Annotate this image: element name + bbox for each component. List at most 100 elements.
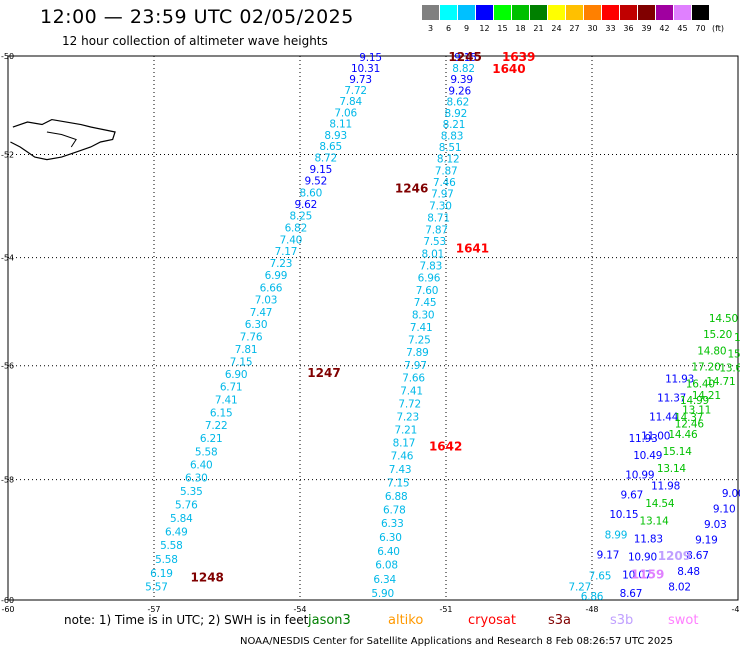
wave-height-point: 6.71	[220, 382, 243, 394]
wave-height-point: 8.17	[393, 438, 416, 450]
colorbar-swatch	[440, 5, 457, 20]
colorbar-label: 9	[463, 24, 470, 33]
map-subtitle: 12 hour collection of altimeter wave hei…	[62, 34, 328, 48]
colorbar-label: 39	[641, 24, 652, 33]
colorbar-label: 30	[587, 24, 598, 33]
colorbar-label: 3	[427, 24, 434, 33]
wave-height-point: 7.17	[275, 246, 298, 258]
wave-height-point: 6.33	[381, 518, 404, 530]
wave-height-point: 6.21	[200, 433, 223, 445]
wave-height-point: 11.00	[641, 431, 670, 443]
wave-height-point: 8.02	[668, 582, 691, 594]
wave-height-point: 7.60	[416, 285, 439, 297]
wave-height-point: 7.81	[235, 344, 258, 356]
wave-height-point: 6.15	[210, 407, 233, 419]
lon-tick-label: -54	[293, 605, 306, 614]
wave-height-point: 6.19	[150, 568, 173, 580]
colorbar-label: 12	[479, 24, 490, 33]
wave-height-point: 7.21	[395, 424, 418, 436]
wave-height-point: 8.12	[437, 154, 460, 166]
wave-height-point: 7.87	[435, 165, 458, 177]
colorbar-swatch	[584, 5, 601, 20]
wave-height-point: 6.40	[190, 459, 213, 471]
wave-height-point: 7.27	[569, 582, 592, 594]
wave-height-point: 6.08	[375, 560, 398, 572]
wave-height-point: 8.82	[452, 63, 475, 75]
wave-height-point: 6.30	[379, 532, 402, 544]
wave-height-point: 11.44	[649, 411, 679, 423]
pass-number-label: 1641	[456, 241, 489, 255]
wave-height-point: 6.30	[245, 319, 268, 331]
wave-height-point: 8.92	[445, 108, 468, 120]
pass-number-label: 1159	[631, 567, 664, 581]
wave-height-point: 8.21	[443, 119, 466, 131]
wave-height-point: 8.71	[427, 212, 450, 224]
colorbar-label: 33	[605, 24, 616, 33]
wave-height-point: 7.83	[420, 260, 443, 272]
colorbar-swatch	[494, 5, 511, 20]
wave-height-point: 15.	[728, 348, 740, 360]
wave-height-point: 8.83	[441, 131, 464, 143]
wave-height-point: 10.49	[633, 450, 662, 462]
colorbar-swatch	[656, 5, 673, 20]
wave-height-point: 7.41	[410, 322, 433, 334]
wave-height-point: 5.58	[160, 540, 183, 552]
falkland-islands-coastline	[10, 118, 116, 161]
lon-tick-label: -57	[147, 605, 160, 614]
wave-height-point: 10.07	[622, 570, 651, 582]
wave-height-point: 5.90	[371, 588, 394, 600]
legend-cryosat: cryosat	[468, 613, 516, 628]
wave-height-point: 6.30	[185, 473, 208, 485]
wave-height-point: 7.23	[396, 411, 419, 423]
wave-height-point: 10.90	[628, 551, 657, 563]
wave-height-point: 7.47	[250, 307, 273, 319]
colorbar-label: 21	[533, 24, 544, 33]
colorbar-swatch	[422, 5, 439, 20]
wave-height-point: 7.97	[431, 189, 454, 201]
wave-height-point: 9.19	[695, 534, 718, 546]
wave-height-point: 15.20	[703, 329, 732, 341]
wave-height-point: 12.46	[675, 419, 705, 431]
wave-height-point: 10.99	[625, 470, 654, 482]
wave-height-point: 9.10	[713, 503, 736, 515]
map-title: 12:00 — 23:59 UTC 02/05/2025	[40, 6, 354, 28]
wave-height-point: 6.86	[581, 591, 604, 603]
wave-height-point: 14.21	[692, 390, 721, 402]
colorbar-label: 6	[445, 24, 452, 33]
wave-height-point: 7.84	[339, 96, 362, 108]
wave-height-point: 9.15	[359, 52, 382, 64]
wave-height-point: 7.45	[414, 297, 437, 309]
wave-height-point: 14.80	[697, 345, 726, 357]
colorbar-swatch	[530, 5, 547, 20]
wave-height-point: 7.22	[205, 420, 228, 432]
colorbar-swatch	[566, 5, 583, 20]
lat-tick-label: -52	[1, 151, 14, 160]
wave-height-point: 8.72	[314, 153, 337, 165]
wave-height-point: 8.51	[439, 142, 462, 154]
wave-height-point: 6.66	[260, 282, 283, 294]
wave-height-point: 7.87	[425, 224, 448, 236]
wave-height-point: 7.53	[423, 236, 446, 248]
lat-tick-label: -50	[1, 52, 14, 61]
colorbar-swatch	[512, 5, 529, 20]
colorbar-label: 45	[677, 24, 688, 33]
footnote: note: 1) Time is in UTC; 2) SWH is in fe…	[64, 613, 309, 627]
colorbar-label: 36	[623, 24, 634, 33]
pass-number-label: 1642	[429, 440, 462, 454]
wave-height-point: 9.73	[349, 74, 372, 86]
lon-tick-label: -48	[585, 605, 598, 614]
wave-height-point: 7.25	[408, 335, 431, 347]
pass-number-label: 1247	[307, 366, 340, 380]
wave-height-point: 7.23	[270, 258, 293, 270]
wave-height-point: 8.62	[446, 97, 469, 109]
wave-height-point: 7.03	[255, 295, 278, 307]
pass-number-label: 1246	[395, 182, 428, 196]
wave-height-point: 11.93	[665, 373, 694, 385]
wave-height-point: 7.72	[398, 398, 421, 410]
colorbar-unit: (ft)	[711, 24, 725, 33]
wave-height-point: 7.97	[404, 360, 427, 372]
wave-height-point: 9.52	[304, 176, 327, 188]
wave-height-point: 13.14	[657, 463, 687, 475]
wave-height-point: 6.99	[265, 270, 288, 282]
